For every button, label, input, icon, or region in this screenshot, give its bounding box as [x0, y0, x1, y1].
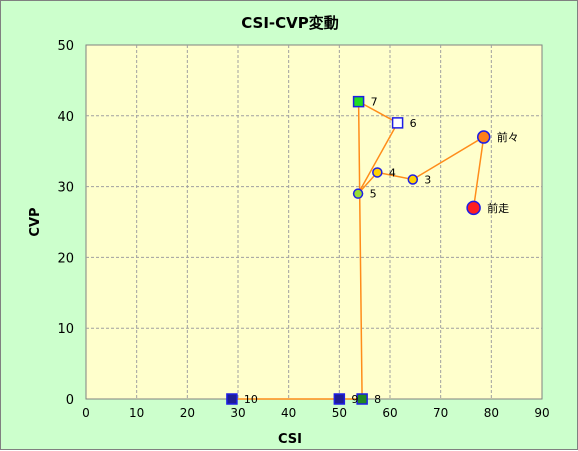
data-point: [466, 200, 481, 216]
y-tick-label: 0: [66, 393, 74, 408]
x-tick-label: 0: [82, 406, 90, 420]
data-point-label: 9: [351, 393, 358, 406]
x-tick-label: 60: [382, 406, 397, 420]
data-point: [391, 117, 404, 129]
y-tick-label: 30: [57, 181, 74, 196]
x-tick-label: 70: [433, 406, 448, 420]
series-line: [231, 100, 485, 400]
y-axis-title: CVP: [28, 207, 43, 236]
data-point: [476, 130, 491, 144]
data-point: [226, 393, 238, 405]
data-point-label: 8: [374, 393, 381, 406]
chart-title: CSI-CVP変動: [241, 14, 339, 32]
data-point-label: 7: [371, 96, 378, 109]
x-tick-label: 40: [281, 406, 296, 420]
data-point: [352, 188, 364, 199]
data-point: [407, 174, 419, 185]
x-tick-label: 90: [534, 406, 549, 420]
x-tick-label: 80: [484, 406, 499, 420]
plot-area: [85, 44, 543, 400]
y-tick-label: 20: [57, 251, 74, 266]
data-point-label: 6: [410, 117, 417, 130]
data-point: [333, 393, 346, 405]
tick-labels: 0 10 20 30 40 50 60 70 80 90 0 10 20 30 40 50: [57, 39, 549, 420]
data-point-label: 10: [244, 393, 258, 406]
x-tick-label: 10: [129, 406, 144, 420]
x-tick-label: 20: [180, 406, 195, 420]
y-tick-label: 50: [57, 39, 74, 54]
data-point: [372, 167, 383, 178]
x-tick-label: 50: [332, 406, 347, 420]
grid-lines: [86, 45, 542, 399]
data-point-label: 前走: [487, 201, 509, 215]
data-point: [356, 393, 368, 405]
data-point-label: 3: [424, 174, 431, 187]
x-axis-title: CSI: [278, 432, 302, 447]
series-path: [231, 100, 485, 400]
y-tick-label: 10: [57, 322, 74, 337]
x-tick-label: 30: [230, 406, 245, 420]
data-point-label: 4: [389, 166, 396, 179]
data-point-label: 5: [370, 188, 377, 201]
y-tick-label: 40: [57, 110, 74, 125]
data-points: [226, 95, 491, 405]
point-labels: 前走 前々 3 45 6 7 8 9 10: [244, 96, 519, 406]
data-point-label: 前々: [497, 130, 519, 144]
data-point: [352, 95, 365, 108]
